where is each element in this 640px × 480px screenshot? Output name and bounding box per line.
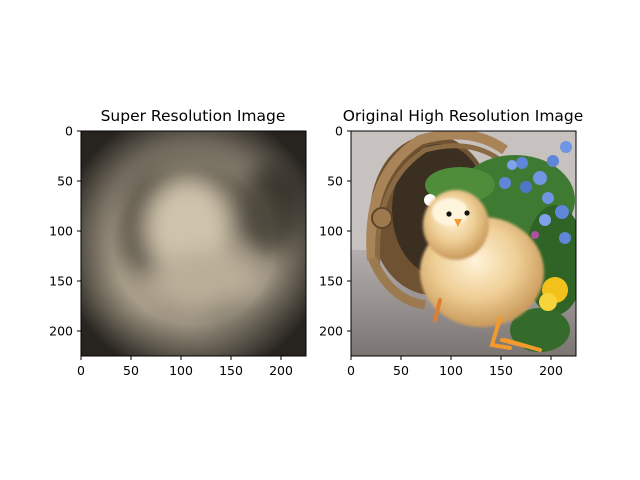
y-tick-label: 200	[49, 324, 73, 339]
y-tick-label: 150	[49, 274, 73, 289]
chick-eye	[464, 210, 470, 216]
x-tick-label: 200	[269, 363, 293, 378]
y-tick-label: 150	[319, 274, 343, 289]
chick	[420, 190, 544, 327]
chick-eye	[446, 211, 452, 217]
x-tick-label: 200	[539, 363, 563, 378]
x-tick-label: 50	[123, 363, 139, 378]
blurred-chick-image	[81, 131, 306, 356]
right-y-axis: 0 50 100 150 200	[319, 124, 351, 339]
x-tick-label: 0	[77, 363, 85, 378]
y-tick-label: 200	[319, 324, 343, 339]
x-tick-label: 100	[169, 363, 193, 378]
chick-feet	[489, 316, 542, 352]
x-tick-label: 100	[439, 363, 463, 378]
x-tick-label: 50	[393, 363, 409, 378]
left-x-axis: 0 50 100 150 200	[77, 356, 293, 378]
x-tick-label: 150	[219, 363, 243, 378]
y-tick-label: 100	[49, 224, 73, 239]
y-tick-label: 0	[335, 124, 343, 139]
y-tick-label: 0	[65, 124, 73, 139]
right-x-axis: 0 50 100 150 200	[347, 356, 563, 378]
x-tick-label: 150	[489, 363, 513, 378]
right-axes-frame	[350, 130, 577, 357]
y-tick-label: 50	[57, 174, 73, 189]
panel-original: Original High Resolution Image	[319, 107, 584, 378]
panel-title: Super Resolution Image	[101, 107, 286, 125]
panel-super-resolution: Super Resolution Image	[49, 107, 307, 378]
left-axes-frame	[80, 130, 307, 357]
y-tick-label: 50	[327, 174, 343, 189]
y-tick-label: 100	[319, 224, 343, 239]
chick-beak	[454, 219, 462, 227]
left-y-axis: 0 50 100 150 200	[49, 124, 81, 339]
chick-photo	[351, 131, 576, 356]
x-tick-label: 0	[347, 363, 355, 378]
panel-title: Original High Resolution Image	[343, 107, 584, 125]
